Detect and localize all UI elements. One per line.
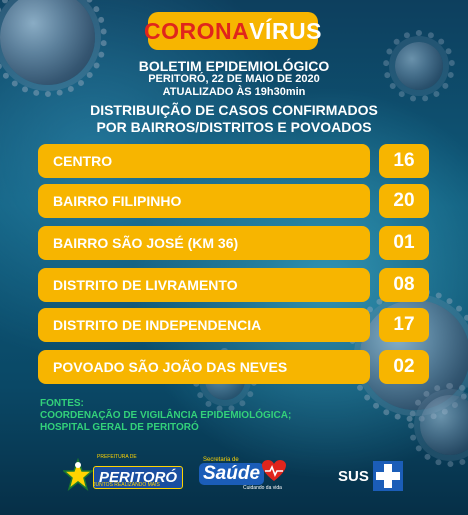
saude-logo-name: Saúde: [199, 463, 265, 485]
bulletin-title: BOLETIM EPIDEMIOLÓGICO: [138, 58, 330, 74]
heart-icon: [262, 460, 286, 481]
sources-label: FONTES:: [40, 398, 84, 409]
sus-logo: SUS: [338, 461, 403, 491]
peritoro-logo-top: PREFEITURA DE: [97, 454, 137, 460]
virus-illustration: [0, 0, 107, 97]
cross-icon: [372, 461, 403, 491]
saude-logo-tag: Cuidando da vida: [243, 485, 282, 491]
virus-illustration: [408, 383, 468, 467]
peritoro-logo-name: PERITORÓ: [93, 465, 184, 489]
row-name: BAIRRO FILIPINHO: [38, 184, 370, 218]
location-date: PERITORÓ, 22 DE MAIO DE 2020: [148, 73, 320, 85]
sources: FONTES: COORDENAÇÃO DE VIGILÂNCIA EPIDEM…: [40, 398, 291, 434]
distribution-subtitle: DISTRIBUIÇÃO DE CASOS CONFIRMADOS POR BA…: [0, 102, 468, 136]
subtitle-line-1: DISTRIBUIÇÃO DE CASOS CONFIRMADOS: [90, 102, 378, 118]
peritoro-logo: PREFEITURA DE PERITORÓ JUNTOS REALIZANDO…: [62, 454, 184, 496]
row-name: POVOADO SÃO JOÃO DAS NEVES: [38, 350, 370, 384]
row-name: DISTRITO DE INDEPENDENCIA: [38, 308, 370, 342]
row-count: 01: [379, 226, 429, 260]
row-name: DISTRITO DE LIVRAMENTO: [38, 268, 370, 302]
row-count: 17: [379, 308, 429, 342]
row-count: 08: [379, 268, 429, 302]
updated-time: ATUALIZADO ÀS 19h30min: [162, 86, 306, 98]
saude-logo-top: Secretaria de: [203, 457, 239, 463]
sus-logo-name: SUS: [338, 467, 369, 485]
row-count: 02: [379, 350, 429, 384]
row-count: 16: [379, 144, 429, 178]
badge-text-virus: VÍRUS: [249, 17, 323, 44]
row-name: BAIRRO SÃO JOSÉ (KM 36): [38, 226, 370, 260]
virus-illustration: [383, 30, 455, 102]
row-count: 20: [379, 184, 429, 218]
footer-logos: PREFEITURA DE PERITORÓ JUNTOS REALIZANDO…: [0, 454, 468, 505]
peritoro-logo-sub: JUNTOS REALIZANDO MAIS: [93, 482, 160, 488]
saude-logo: Secretaria de Saúde Cuidando da vida: [195, 455, 290, 495]
coronavirus-badge: CORONA VÍRUS: [144, 12, 322, 50]
subtitle-line-2: POR BAIRROS/DISTRITOS E POVOADOS: [96, 119, 372, 135]
sources-line-1: COORDENAÇÃO DE VIGILÂNCIA EPIDEMIOLÓGICA…: [40, 410, 292, 421]
sources-line-2: HOSPITAL GERAL DE PERITORÓ: [40, 422, 199, 433]
badge-text-corona: CORONA: [143, 17, 250, 44]
row-name: CENTRO: [38, 144, 370, 178]
star-icon: [62, 457, 94, 496]
